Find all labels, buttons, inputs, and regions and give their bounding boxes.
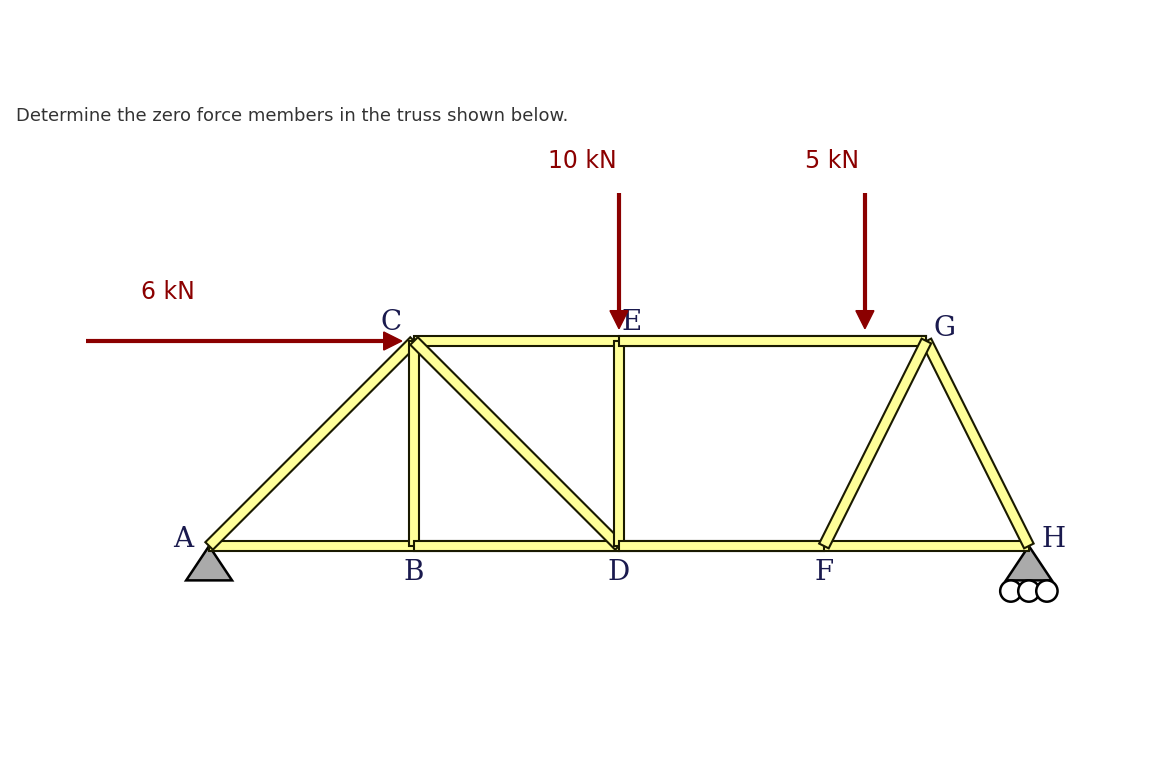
Polygon shape (186, 546, 232, 581)
Text: D: D (608, 558, 630, 586)
Polygon shape (1006, 546, 1052, 581)
Circle shape (1000, 581, 1022, 602)
Circle shape (1036, 581, 1058, 602)
Text: 10 kN: 10 kN (548, 149, 616, 173)
Text: H: H (1042, 526, 1066, 553)
Polygon shape (618, 335, 926, 346)
Text: E: E (621, 309, 642, 336)
Text: B: B (403, 558, 424, 586)
Text: A: A (172, 526, 193, 553)
Polygon shape (206, 337, 417, 550)
Polygon shape (614, 341, 624, 546)
Text: 5 kN: 5 kN (805, 149, 859, 173)
Text: F: F (814, 558, 833, 586)
Polygon shape (414, 335, 926, 346)
Polygon shape (414, 541, 618, 552)
Polygon shape (618, 541, 824, 552)
Text: C: C (380, 309, 401, 336)
Text: Determine the zero force members in the truss shown below.: Determine the zero force members in the … (16, 108, 569, 125)
Polygon shape (409, 341, 420, 546)
Text: G: G (933, 316, 955, 342)
Polygon shape (410, 337, 623, 550)
Polygon shape (921, 338, 1033, 549)
Polygon shape (384, 332, 402, 350)
Circle shape (1018, 581, 1039, 602)
Polygon shape (820, 338, 932, 549)
Polygon shape (209, 541, 1029, 552)
Polygon shape (855, 311, 874, 329)
Text: 6 kN: 6 kN (141, 280, 195, 304)
Polygon shape (610, 311, 628, 329)
